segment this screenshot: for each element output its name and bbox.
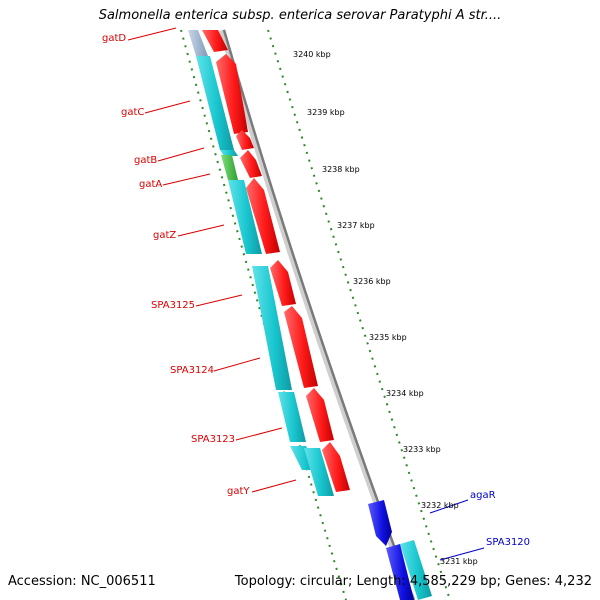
scale-tick-line-inner (180, 29, 347, 600)
cds-SPA3123-forward[interactable] (306, 388, 334, 442)
gene-label-gatA[interactable]: gatA (139, 179, 163, 190)
scale-tick-label: 3232 kbp (421, 501, 459, 510)
gene-label-gatB[interactable]: gatB (134, 155, 158, 166)
scale-tick-label: 3234 kbp (386, 389, 424, 398)
agaR-cds-group (368, 500, 414, 600)
gene-label-SPA3120[interactable]: SPA3120 (486, 537, 531, 548)
scale-tick-label: 3236 kbp (353, 277, 391, 286)
label-leader-lines (127, 27, 485, 561)
gene-label-gatD[interactable]: gatD (102, 33, 127, 44)
map-title: Salmonella enterica subsp. enterica sero… (98, 8, 502, 23)
cds-gatB-forward[interactable] (236, 130, 254, 150)
gene-label-gatY[interactable]: gatY (227, 486, 250, 497)
scale-tick-label: 3235 kbp (369, 333, 407, 342)
scale-tick-label: 3240 kbp (293, 50, 331, 59)
cds-gatC-forward[interactable] (216, 54, 248, 134)
gene-label-gatC[interactable]: gatC (121, 107, 145, 118)
cds-gatZ-forward[interactable] (246, 178, 280, 254)
scale-tick-label: 3237 kbp (337, 221, 375, 230)
gene-label-gatZ[interactable]: gatZ (153, 230, 177, 241)
gene-label-SPA3124[interactable]: SPA3124 (170, 365, 215, 376)
cds-gatA-forward[interactable] (240, 150, 262, 178)
cds-SPA3120-reverse[interactable] (400, 540, 432, 600)
gene-label-SPA3125[interactable]: SPA3125 (151, 300, 196, 311)
cds-gatA-green[interactable] (221, 155, 238, 180)
accession-text: Accession: NC_006511 (8, 574, 156, 589)
gene-label-SPA3123[interactable]: SPA3123 (191, 434, 236, 445)
scale-tick-label: 3239 kbp (307, 108, 345, 117)
cds-SPA3125-reverse[interactable] (252, 266, 292, 390)
cds-gatC-reverse[interactable] (196, 56, 234, 150)
cds-gatB-reverse[interactable] (220, 150, 238, 156)
cds-gatD-reverse[interactable] (188, 30, 208, 56)
scale-tick-label: 3231 kbp (440, 557, 478, 566)
gene-label-agaR[interactable]: agaR (470, 490, 496, 501)
cds-gatY-reverse[interactable] (304, 448, 334, 496)
cds-gatD-forward[interactable] (202, 30, 228, 52)
cds-SPA3124-forward[interactable] (284, 306, 318, 388)
cds-agaR[interactable] (368, 500, 392, 546)
scale-tick-label: 3238 kbp (322, 165, 360, 174)
cds-SPA3125-forward[interactable] (270, 260, 296, 306)
cds-SPA3124-reverse[interactable] (278, 392, 306, 442)
scale-tick-label: 3233 kbp (403, 445, 441, 454)
forward-strand-cds (202, 30, 350, 492)
cds-gatY-forward[interactable] (322, 442, 350, 492)
cds-gatZ-reverse[interactable] (228, 180, 262, 254)
cds-agaR-next[interactable] (386, 544, 414, 600)
genome-summary-text: Topology: circular; Length: 4,585,229 bp… (234, 574, 592, 589)
reverse-strand-cds (188, 30, 432, 600)
